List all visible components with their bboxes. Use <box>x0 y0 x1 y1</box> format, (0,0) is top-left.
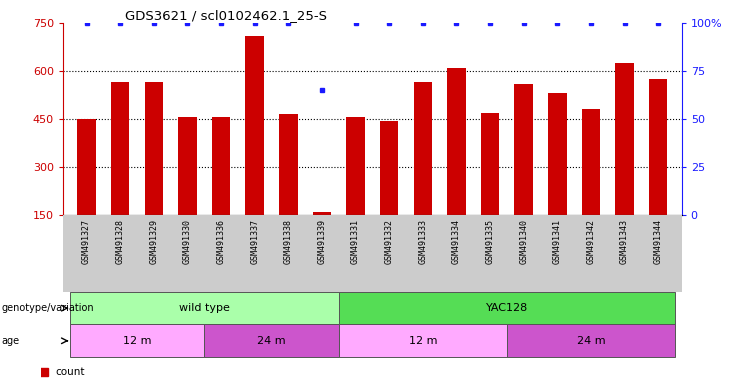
Text: GSM491331: GSM491331 <box>351 219 360 264</box>
Bar <box>514 84 533 263</box>
Text: GSM491334: GSM491334 <box>452 219 461 264</box>
Text: GSM491338: GSM491338 <box>284 219 293 264</box>
Text: genotype/variation: genotype/variation <box>1 303 94 313</box>
Bar <box>178 118 196 263</box>
Bar <box>380 121 399 263</box>
Bar <box>70 292 339 324</box>
Bar <box>339 292 675 324</box>
Text: GSM491332: GSM491332 <box>385 219 393 264</box>
Text: GSM491337: GSM491337 <box>250 219 259 264</box>
Text: GSM491340: GSM491340 <box>519 219 528 264</box>
Bar <box>548 93 567 263</box>
Text: GSM491327: GSM491327 <box>82 219 91 264</box>
Bar <box>212 118 230 263</box>
Bar <box>481 113 499 263</box>
Text: GSM491344: GSM491344 <box>654 219 662 264</box>
Bar <box>313 212 331 263</box>
Bar <box>279 114 298 263</box>
Text: GSM491330: GSM491330 <box>183 219 192 264</box>
Bar <box>649 79 668 263</box>
Text: YAC128: YAC128 <box>486 303 528 313</box>
Bar <box>111 82 130 263</box>
Bar <box>507 324 675 357</box>
Text: count: count <box>56 367 85 377</box>
Text: 12 m: 12 m <box>123 336 151 346</box>
Text: GSM491336: GSM491336 <box>216 219 225 264</box>
Bar <box>144 82 163 263</box>
Bar <box>245 36 264 263</box>
Text: GSM491329: GSM491329 <box>149 219 159 264</box>
Bar <box>346 118 365 263</box>
Bar <box>77 119 96 263</box>
Text: GSM491341: GSM491341 <box>553 219 562 264</box>
Text: wild type: wild type <box>179 303 230 313</box>
Bar <box>339 324 507 357</box>
Text: GSM491335: GSM491335 <box>485 219 494 264</box>
Text: GSM491339: GSM491339 <box>317 219 327 264</box>
Text: 12 m: 12 m <box>408 336 437 346</box>
Text: 24 m: 24 m <box>576 336 605 346</box>
Bar <box>413 82 432 263</box>
Text: age: age <box>1 336 19 346</box>
Text: GDS3621 / scl0102462.1_25-S: GDS3621 / scl0102462.1_25-S <box>124 9 327 22</box>
Bar <box>447 68 465 263</box>
Bar <box>582 109 600 263</box>
Text: GSM491342: GSM491342 <box>586 219 596 264</box>
Bar <box>615 63 634 263</box>
Bar <box>70 324 205 357</box>
Text: 24 m: 24 m <box>257 336 286 346</box>
Text: GSM491343: GSM491343 <box>620 219 629 264</box>
Text: GSM491328: GSM491328 <box>116 219 124 264</box>
Text: GSM491333: GSM491333 <box>418 219 428 264</box>
Bar <box>205 324 339 357</box>
